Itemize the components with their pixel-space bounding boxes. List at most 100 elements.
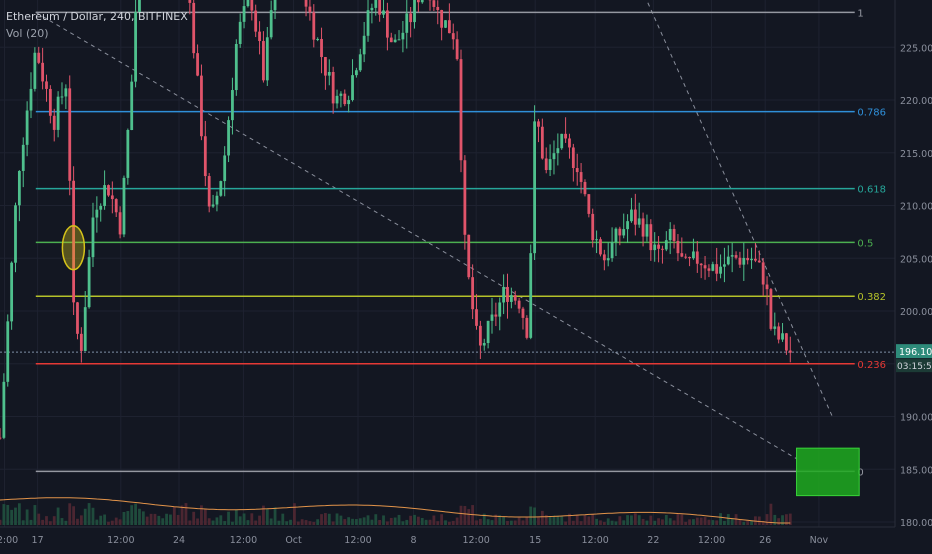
volume-bar [611,521,614,525]
symbol-title[interactable]: Ethereum / Dollar, 240, BITFINEX [6,10,188,23]
volume-bar [92,508,95,525]
candle-body [390,38,393,43]
x-tick-label: 12:00 [107,535,134,546]
volume-bar [708,520,711,525]
volume-bar [185,503,188,525]
candle-body [80,334,83,351]
volume-bar [529,507,532,525]
candle-body [266,37,269,80]
volume-bar [134,504,137,525]
candle-body [270,10,273,37]
fib-level-label: 0.382 [857,292,886,303]
candle-body [305,0,308,7]
candle-body [247,0,250,6]
candle-body [316,39,319,40]
volume-bar [41,520,44,525]
volume-bar [576,515,579,525]
price-axis[interactable]: 180.00185.00190.00195.00200.00205.00210.… [895,0,932,550]
candle-body [324,57,327,76]
candle-body [231,90,234,120]
volume-bar [45,516,48,525]
candle-body [208,176,211,206]
volume-bar [231,522,234,525]
x-tick-label: 12:00 [344,535,371,546]
candle-body [719,267,722,274]
highlight-ellipse[interactable] [62,226,84,270]
candle-body [568,138,571,147]
candle-body [525,318,528,338]
candle-body [622,229,625,235]
candle-body [107,185,110,195]
candle-body [537,121,540,126]
volume-bar [518,518,521,525]
volume-bar [417,517,420,525]
volume-bar [510,521,513,525]
candle-body [386,10,389,37]
volume-indicator-label[interactable]: Vol (20) [6,27,49,40]
volume-bar [88,503,91,525]
volume-bar [669,518,672,525]
candle-body [603,254,606,260]
candle-body [467,235,470,277]
y-tick-label: 180.00 [900,518,932,529]
candle-body [564,134,567,139]
volume-bar [142,511,145,525]
volume-bar [549,516,552,525]
fib-level-label: 0.236 [857,360,886,371]
candle-body [549,159,552,170]
volume-bar [150,514,153,525]
volume-bar [657,518,660,525]
volume-bar [223,521,226,525]
volume-bar [72,506,75,525]
candle-body [785,333,788,350]
x-tick-label: 12:00 [581,535,608,546]
volume-bar [328,514,331,525]
candle-body [328,72,331,76]
candle-body [711,264,714,271]
target-box[interactable] [797,448,860,495]
volume-bar [332,521,335,525]
candle-body [460,59,463,160]
candle-body [506,287,509,302]
candle-body [76,302,79,333]
volume-bar [467,509,470,525]
volume-bar [704,517,707,525]
candle-body [216,196,219,205]
volume-bar [432,515,435,525]
y-tick-label: 200.00 [900,307,932,318]
candle-body [92,218,95,258]
volume-bar [533,507,536,525]
volume-bar [169,515,172,525]
volume-bar [247,520,250,525]
volume-bar [475,520,478,525]
volume-bar [227,512,230,525]
volume-bar [212,521,215,525]
candle-body [684,257,687,258]
x-tick-label: 17 [32,535,44,546]
candle-body [475,309,478,326]
volume-bar [192,512,195,525]
volume-bar [665,515,668,525]
volume-bar [580,521,583,525]
volume-bar [274,507,277,525]
candle-body [436,7,439,10]
volume-bar [138,509,141,525]
volume-bar [305,520,308,525]
volume-bar [653,521,656,525]
volume-bar [293,503,296,525]
volume-bar [425,520,428,525]
candle-body [646,224,649,236]
candle-body [227,120,230,155]
volume-bar [10,510,13,525]
volume-bar [537,517,540,525]
volume-bar [258,516,261,525]
volume-bar [316,519,319,525]
y-tick-label: 185.00 [900,465,932,476]
y-tick-label: 225.00 [900,43,932,54]
volume-bar [723,521,726,525]
candle-body [750,259,753,260]
volume-bar [692,519,695,525]
volume-bar [95,520,98,525]
